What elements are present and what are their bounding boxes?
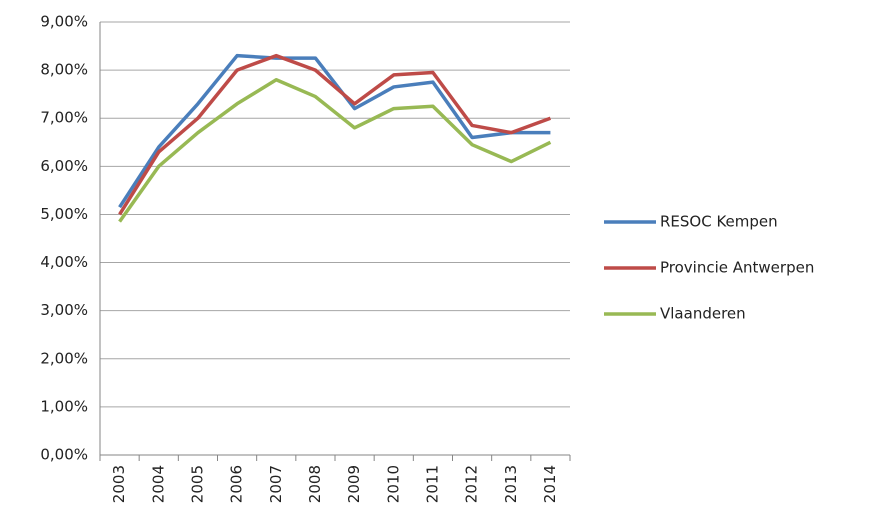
- series-line: [118, 53, 551, 209]
- legend-label: RESOC Kempen: [660, 213, 778, 231]
- legend-label: Vlaanderen: [660, 305, 746, 323]
- y-tick-label: 6,00%: [40, 157, 88, 175]
- y-tick-label: 0,00%: [40, 446, 88, 464]
- x-tick-label: 2012: [463, 465, 481, 503]
- x-tick-label: 2008: [306, 465, 324, 503]
- x-tick-label: 2009: [345, 465, 363, 503]
- x-tick-label: 2005: [188, 465, 206, 503]
- x-tick-label: 2003: [110, 465, 128, 503]
- y-tick-label: 1,00%: [40, 397, 88, 415]
- legend-label: Provincie Antwerpen: [660, 259, 814, 277]
- x-tick-label: 2014: [541, 465, 559, 503]
- series-line: [118, 53, 552, 216]
- y-tick-label: 9,00%: [40, 13, 88, 31]
- y-tick-label: 2,00%: [40, 349, 88, 367]
- x-tick-label: 2004: [149, 465, 167, 503]
- y-tick-label: 3,00%: [40, 301, 88, 319]
- x-tick-label: 2006: [228, 465, 246, 503]
- x-tick-label: 2013: [502, 465, 520, 503]
- y-tick-label: 7,00%: [40, 109, 88, 127]
- y-tick-label: 8,00%: [40, 61, 88, 79]
- x-tick-label: 2007: [267, 465, 285, 503]
- x-tick-label: 2011: [423, 465, 441, 503]
- x-tick-label: 2010: [384, 465, 402, 503]
- y-tick-label: 4,00%: [40, 253, 88, 271]
- y-tick-label: 5,00%: [40, 205, 88, 223]
- series-line: [118, 77, 552, 223]
